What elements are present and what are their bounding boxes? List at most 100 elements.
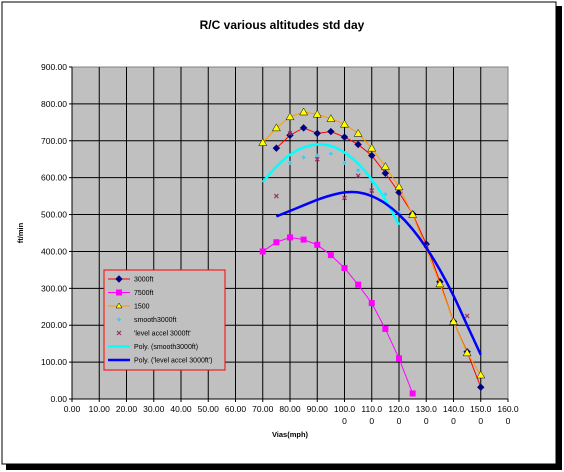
x-tick-label: 0.00: [64, 404, 81, 414]
x-tick-label-cont: 0: [451, 416, 456, 426]
legend-label: 3000ft: [134, 277, 154, 284]
x-axis-title: Vias(mph): [272, 430, 309, 439]
square-marker: [382, 325, 389, 332]
x-tick-label: 40.00: [170, 404, 192, 414]
x-marker: [287, 130, 293, 136]
square-marker: [287, 234, 293, 241]
y-tick-label: 100.00: [41, 357, 67, 367]
diamond-marker: [115, 275, 123, 283]
asterisk-stroke: [356, 168, 360, 172]
x-stroke: [342, 195, 347, 201]
asterisk-stroke: [302, 156, 305, 159]
triangle-marker: [435, 279, 445, 288]
triangle-marker: [271, 123, 281, 132]
x-marker: [342, 195, 347, 201]
series-2: [258, 107, 486, 379]
diamond-marker: [272, 144, 281, 152]
triangle-marker: [408, 210, 418, 218]
asterisk-marker: [328, 151, 333, 156]
triangle-marker: [476, 370, 486, 379]
x-tick-label-cont: 0: [397, 416, 402, 426]
diamond-marker: [354, 140, 362, 149]
x-tick-label: 10.00: [89, 404, 111, 414]
data-series: [258, 107, 486, 397]
x-tick-label: 140.0: [443, 404, 465, 414]
asterisk-marker: [315, 153, 320, 158]
x-stroke: [273, 193, 279, 199]
series-5: [261, 143, 401, 226]
diamond-marker: [340, 133, 349, 141]
x-tick-label: 80.00: [279, 404, 301, 414]
y-tick-label: 300.00: [41, 283, 67, 293]
legend-entry: 3000ft: [108, 275, 154, 284]
triangle-marker: [340, 119, 349, 128]
square-marker: [273, 239, 280, 246]
x-marker: [369, 188, 375, 194]
x-tick-label: 60.00: [225, 404, 247, 414]
x-marker: [464, 313, 470, 319]
x-tick-label-cont: 0: [342, 416, 347, 426]
x-tick-label: 110.0: [361, 404, 382, 414]
square-marker: [341, 265, 348, 272]
x-marker: [314, 156, 320, 162]
diamond-marker: [313, 129, 321, 138]
series-line: [275, 190, 482, 356]
triangle-marker: [394, 182, 404, 191]
legend-entry: 1500: [108, 302, 150, 311]
legend-entry: Poly. ('level accel 3000ft'): [108, 358, 212, 365]
x-stroke: [464, 313, 470, 319]
diamond-marker: [299, 124, 308, 132]
legend-entry: 7500ft: [108, 289, 154, 297]
legend: 3000ft 7500ft 1500 smooth3000ft 'level accel…: [103, 269, 226, 371]
square-marker: [396, 355, 402, 362]
square-marker: [259, 248, 266, 255]
y-tick-label: 600.00: [41, 173, 67, 183]
y-tick-label: 800.00: [41, 99, 67, 109]
asterisk-marker: [342, 160, 347, 165]
series-1: [259, 234, 416, 397]
asterisk-marker: [383, 192, 388, 197]
asterisk-marker: [288, 160, 292, 165]
chart-title: R/C various altitudes std day: [200, 18, 365, 32]
x-tick-label: 130.0: [416, 404, 438, 414]
x-tick-label: 120.0: [388, 404, 410, 414]
asterisk-marker: [356, 168, 361, 173]
asterisk-stroke: [117, 318, 121, 321]
asterisk-stroke: [343, 161, 346, 165]
x-stroke: [314, 156, 320, 162]
square-marker: [368, 300, 375, 307]
square-marker: [300, 236, 307, 243]
asterisk-marker: [117, 317, 121, 322]
y-tick-label: 0.00: [50, 394, 67, 404]
diamond-marker: [381, 169, 390, 177]
x-stroke: [369, 188, 375, 194]
x-tick-label: 160.0: [497, 404, 519, 414]
tick-labels: 0.00100.00200.00300.00400.00500.00600.00…: [41, 62, 519, 426]
x-stroke: [287, 130, 293, 136]
legend-label: Poly. (smooth3000ft): [134, 344, 198, 351]
y-tick-label: 200.00: [41, 320, 67, 330]
triangle-marker: [449, 317, 458, 325]
triangle-marker: [326, 114, 336, 122]
legend-label: 1500: [134, 304, 150, 311]
series-line: [262, 111, 482, 376]
triangle-marker: [299, 107, 309, 116]
legend-entry: 'level accel 3000ft': [116, 331, 191, 338]
triangle-marker: [380, 162, 390, 170]
square-marker: [327, 252, 334, 259]
x-tick-label: 90.00: [307, 404, 329, 414]
asterisk-stroke: [315, 154, 319, 157]
square-marker: [355, 281, 362, 288]
square-marker: [314, 241, 321, 248]
series-4: [273, 130, 470, 319]
triangle-marker: [285, 112, 295, 121]
asterisk-stroke: [384, 192, 387, 196]
legend-box: [103, 269, 226, 371]
legend-entry: smooth3000ft: [117, 317, 176, 324]
legend-label: smooth3000ft: [134, 317, 176, 324]
diamond-marker: [327, 127, 335, 136]
triangle-marker: [258, 138, 268, 146]
legend-entry: Poly. (smooth3000ft): [108, 344, 198, 351]
x-tick-label-cont: 0: [478, 416, 483, 426]
